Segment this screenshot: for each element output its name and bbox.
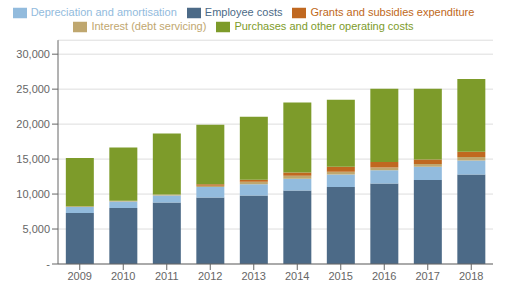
svg-text:20,000: 20,000 <box>16 118 50 130</box>
svg-text:2012: 2012 <box>198 270 222 282</box>
html-text:Interest (debt servicing): Interest (debt servicing) <box>91 20 207 33</box>
svg-text:2015: 2015 <box>329 270 353 282</box>
html-text:Depreciation and amortisation: Depreciation and amortisation <box>30 6 177 18</box>
svg-text:2014: 2014 <box>285 270 309 282</box>
svg-text:5,000: 5,000 <box>22 223 50 235</box>
svg-text:2013: 2013 <box>242 270 266 282</box>
svg-text:2017: 2017 <box>416 270 440 282</box>
svg-text:30,000: 30,000 <box>16 48 50 60</box>
svg-text:2011: 2011 <box>155 270 179 282</box>
svg-text:2009: 2009 <box>68 270 92 282</box>
html-text:Purchases and other operating: Purchases and other operating costs <box>234 20 414 33</box>
svg-text:15,000: 15,000 <box>16 153 50 165</box>
svg-text:2010: 2010 <box>111 270 135 282</box>
svg-text:2016: 2016 <box>372 270 396 282</box>
html-text:Employee costs: Employee costs <box>204 6 283 18</box>
svg-text:10,000: 10,000 <box>16 188 50 200</box>
svg-text:-: - <box>46 258 50 270</box>
svg-text:2018: 2018 <box>459 270 483 282</box>
html-text:Grants and subsidies expenditu: Grants and subsidies expenditure <box>310 6 475 18</box>
svg-text:25,000: 25,000 <box>16 83 50 95</box>
